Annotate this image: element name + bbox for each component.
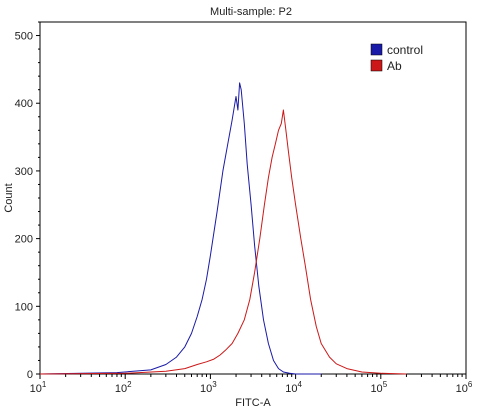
series-layer xyxy=(39,82,407,375)
y-axis-label: Count xyxy=(3,183,15,212)
legend-label-ab: Ab xyxy=(387,59,402,73)
x-tick-label: 102 xyxy=(115,380,132,395)
x-axis-label: FITC-A xyxy=(235,397,271,409)
y-tick-label: 400 xyxy=(15,98,33,110)
series-line-control xyxy=(39,82,322,375)
legend: control Ab xyxy=(370,43,423,73)
x-tick-label: 103 xyxy=(200,380,217,395)
x-tick-label: 106 xyxy=(456,380,473,395)
y-tick-label: 500 xyxy=(15,31,33,43)
series-line-ab xyxy=(39,109,407,375)
x-axis: 101 102 103 104 105 106 xyxy=(30,374,473,395)
y-tick-label: 300 xyxy=(15,166,33,178)
y-axis: 0 100 200 300 400 500 xyxy=(15,21,40,381)
chart-title: Multi-sample: P2 xyxy=(210,6,292,18)
legend-label-control: control xyxy=(387,43,423,57)
x-tick-label: 101 xyxy=(30,380,47,395)
y-tick-label: 100 xyxy=(15,301,33,313)
legend-swatch-ab xyxy=(370,59,383,72)
x-tick-label: 104 xyxy=(285,380,302,395)
legend-swatch-control xyxy=(370,43,383,56)
x-tick-label: 105 xyxy=(370,380,387,395)
plot-area xyxy=(39,21,467,375)
y-tick-label: 0 xyxy=(27,369,33,381)
y-tick-label: 200 xyxy=(15,234,33,246)
